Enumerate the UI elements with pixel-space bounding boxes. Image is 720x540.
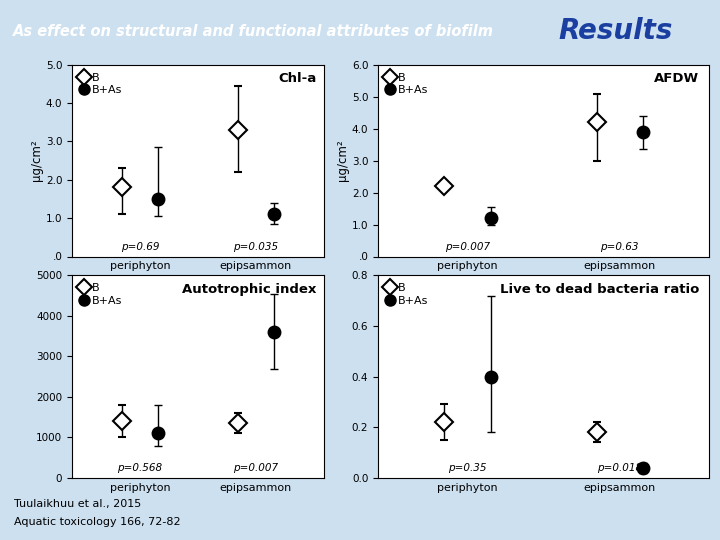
Legend: B, B+As: B, B+As: [78, 70, 125, 98]
Text: Chl-a: Chl-a: [278, 72, 316, 85]
Text: Aquatic toxicology 166, 72-82: Aquatic toxicology 166, 72-82: [14, 517, 181, 528]
Legend: B, B+As: B, B+As: [384, 70, 431, 98]
Text: p=0.007: p=0.007: [233, 463, 279, 473]
Text: Live to dead bacteria ratio: Live to dead bacteria ratio: [500, 284, 699, 296]
Text: p=0.63: p=0.63: [600, 242, 639, 252]
Text: Autotrophic index: Autotrophic index: [182, 284, 316, 296]
Text: Results: Results: [559, 17, 672, 45]
Text: p=0.568: p=0.568: [117, 463, 163, 473]
Text: p=0.035: p=0.035: [233, 242, 279, 252]
Legend: B, B+As: B, B+As: [78, 281, 125, 308]
Text: p=0.018: p=0.018: [597, 463, 642, 473]
Y-axis label: µg/cm²: µg/cm²: [30, 140, 43, 181]
Text: Tuulaikhuu et al., 2015: Tuulaikhuu et al., 2015: [14, 500, 142, 510]
Y-axis label: µg/cm²: µg/cm²: [336, 140, 349, 181]
Text: As effect on structural and functional attributes of biofilm: As effect on structural and functional a…: [12, 24, 493, 38]
Text: AFDW: AFDW: [654, 72, 699, 85]
Text: p=0.35: p=0.35: [448, 463, 487, 473]
Text: p=0.007: p=0.007: [445, 242, 490, 252]
Legend: B, B+As: B, B+As: [384, 281, 431, 308]
Text: p=0.69: p=0.69: [121, 242, 159, 252]
